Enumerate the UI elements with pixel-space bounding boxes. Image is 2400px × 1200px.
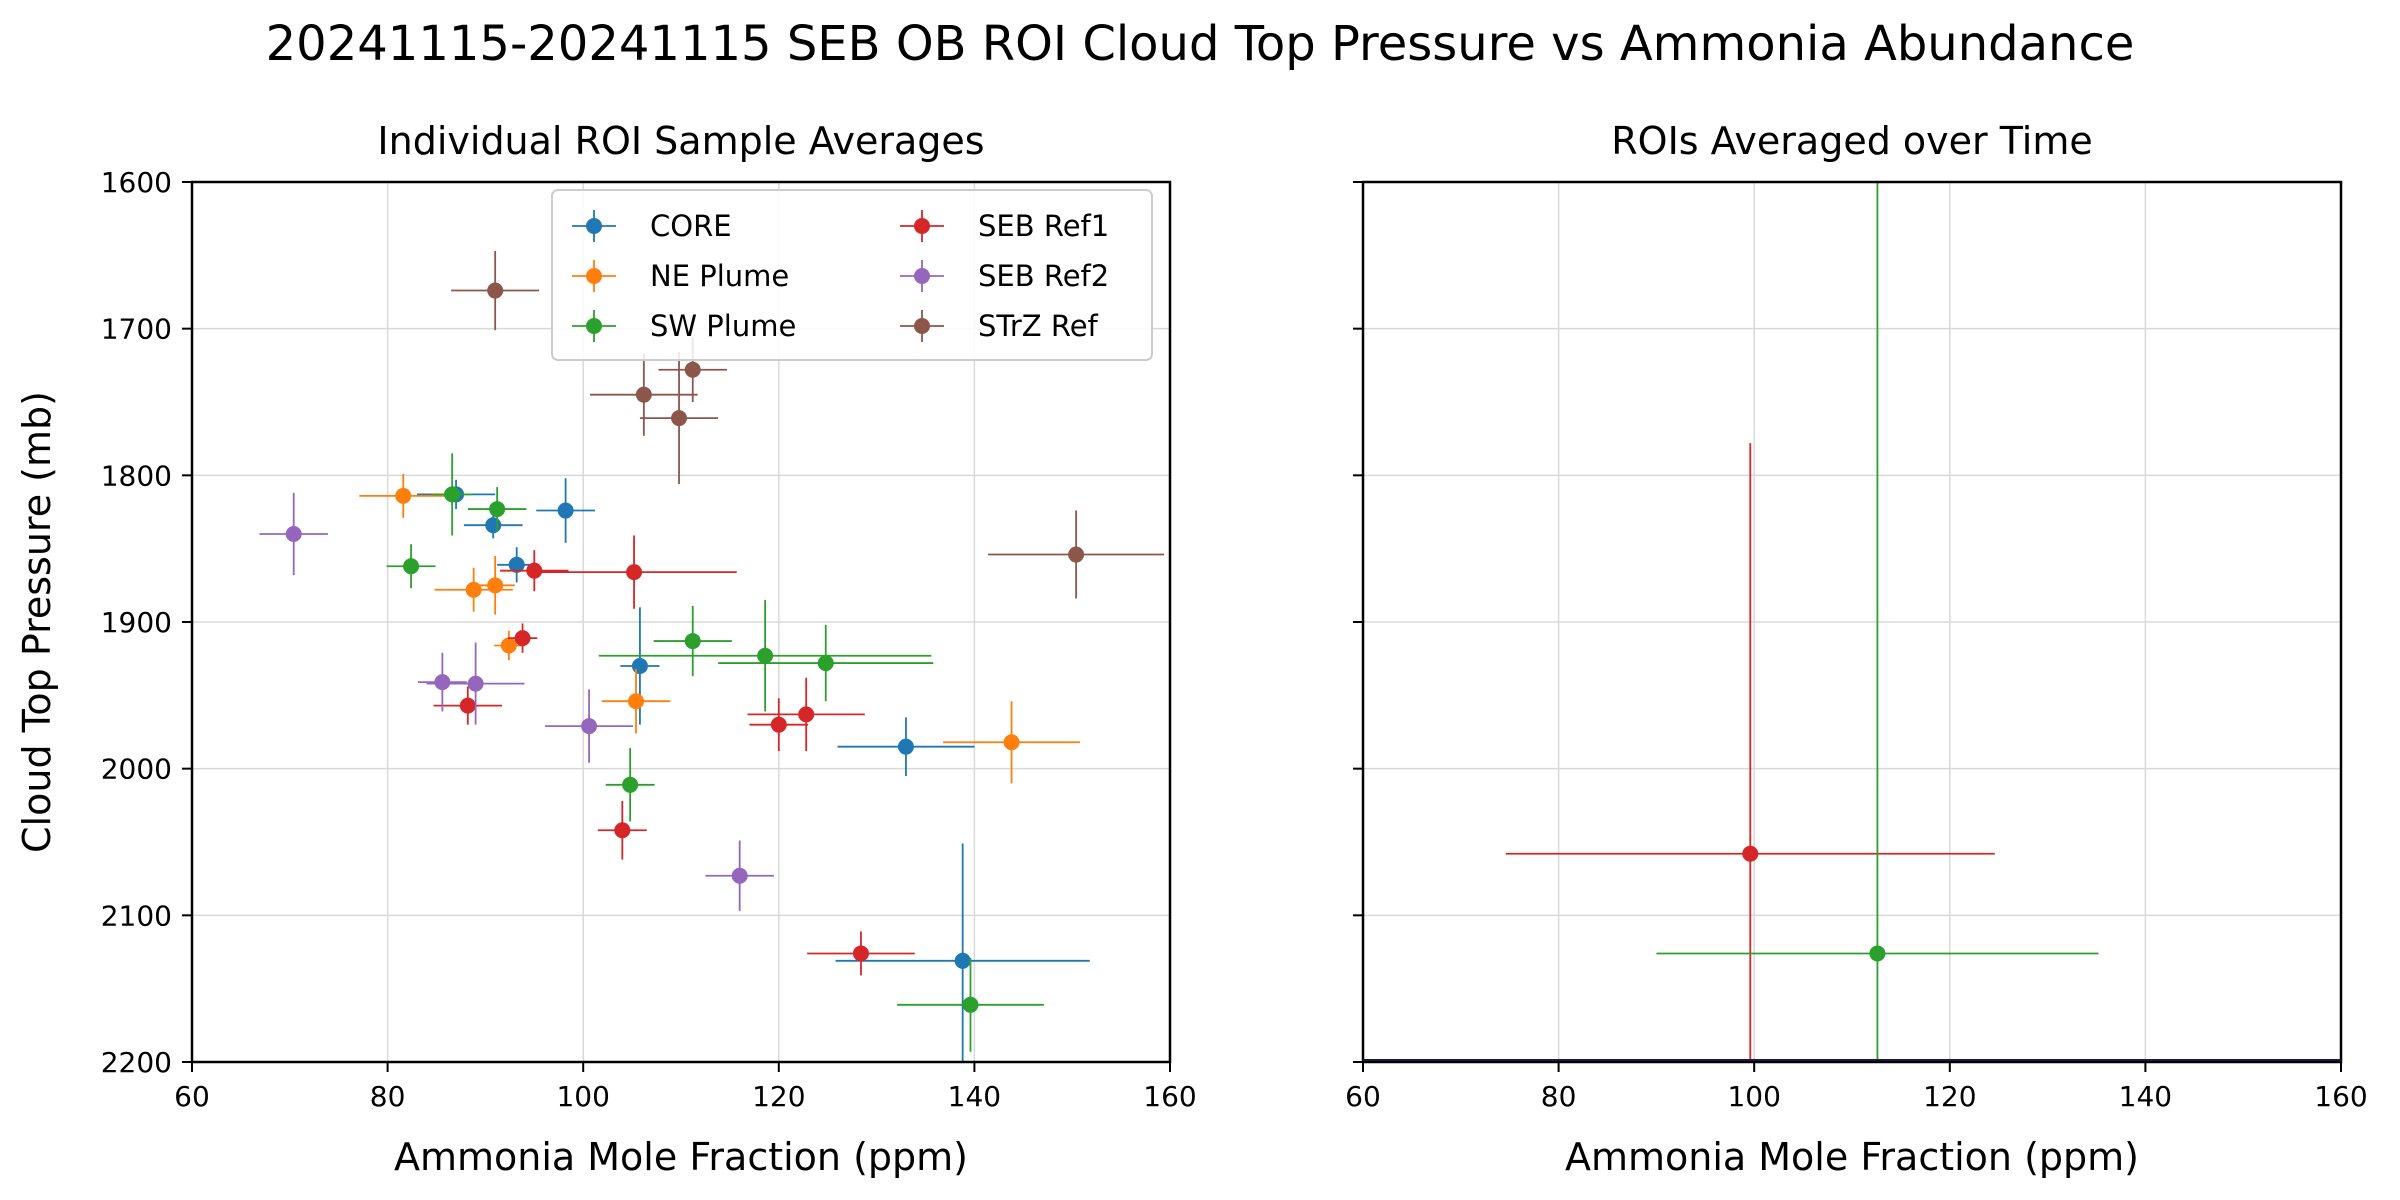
point-marker [581,718,597,734]
point-marker [955,953,971,969]
left-plot-title: Individual ROI Sample Averages [377,119,984,163]
legend-marker [914,218,930,234]
point-marker [460,698,476,714]
point-marker [466,582,482,598]
point-marker [526,563,542,579]
x-tick-label: 80 [370,1080,406,1113]
point-marker [671,410,687,426]
y-tick-label: 2200 [101,1046,172,1079]
point-marker [853,945,869,961]
legend-marker [586,318,602,334]
legend-marker [914,318,930,334]
x-tick-label: 60 [174,1080,210,1113]
point-marker [732,868,748,884]
point-marker [798,706,814,722]
point-marker [1869,945,1885,961]
point-marker [501,637,517,653]
x-tick-label: 80 [1541,1080,1577,1113]
legend-label: STrZ Ref [978,309,1099,343]
point-marker [757,648,773,664]
legend-marker [586,268,602,284]
figure-title: 20241115-20241115 SEB OB ROI Cloud Top P… [266,16,2135,72]
y-tick-label: 1900 [101,606,172,639]
y-tick-label: 2100 [101,899,172,932]
left-x-axis-label: Ammonia Mole Fraction (ppm) [394,1135,968,1179]
x-tick-label: 100 [1727,1080,1780,1113]
point-marker [636,387,652,403]
point-marker [685,362,701,378]
point-marker [1068,547,1084,563]
legend-marker [586,218,602,234]
right-plot-title: ROIs Averaged over Time [1611,119,2092,163]
point-marker [626,564,642,580]
legend-label: NE Plume [650,259,789,293]
point-marker [485,517,501,533]
x-tick-label: 140 [948,1080,1001,1113]
legend-label: SW Plume [650,309,796,343]
x-tick-label: 100 [556,1080,609,1113]
y-tick-label: 1800 [101,459,172,492]
point-marker [1004,734,1020,750]
point-marker [622,777,638,793]
point-marker [818,655,834,671]
legend-label: CORE [650,209,732,243]
point-marker [489,501,505,517]
point-marker [614,822,630,838]
point-marker [395,488,411,504]
point-marker [962,997,978,1013]
point-marker [628,693,644,709]
point-marker [558,503,574,519]
x-tick-label: 160 [2314,1080,2367,1113]
legend-label: SEB Ref2 [978,259,1109,293]
point-marker [1742,846,1758,862]
point-marker [771,717,787,733]
x-tick-label: 120 [752,1080,805,1113]
legend: CORE NE Plume SW Plume SEB Ref1 SEB Ref2 STrZ… [552,190,1152,360]
y-tick-label: 2000 [101,753,172,786]
point-marker [286,526,302,542]
point-marker [515,630,531,646]
point-marker [487,283,503,299]
x-tick-label: 60 [1345,1080,1381,1113]
legend-label: SEB Ref1 [978,209,1109,243]
point-marker [403,558,419,574]
legend-marker [914,268,930,284]
y-tick-label: 1700 [101,313,172,346]
point-marker [444,486,460,502]
point-marker [632,658,648,674]
x-tick-label: 140 [2119,1080,2172,1113]
point-marker [434,674,450,690]
left-y-axis-label: Cloud Top Pressure (mb) [15,391,59,853]
point-marker [685,633,701,649]
point-marker [898,739,914,755]
right-x-axis-label: Ammonia Mole Fraction (ppm) [1565,1135,2139,1179]
point-marker [468,676,484,692]
point-marker [487,577,503,593]
x-tick-label: 120 [1923,1080,1976,1113]
x-tick-label: 160 [1143,1080,1196,1113]
y-tick-label: 1600 [101,166,172,199]
